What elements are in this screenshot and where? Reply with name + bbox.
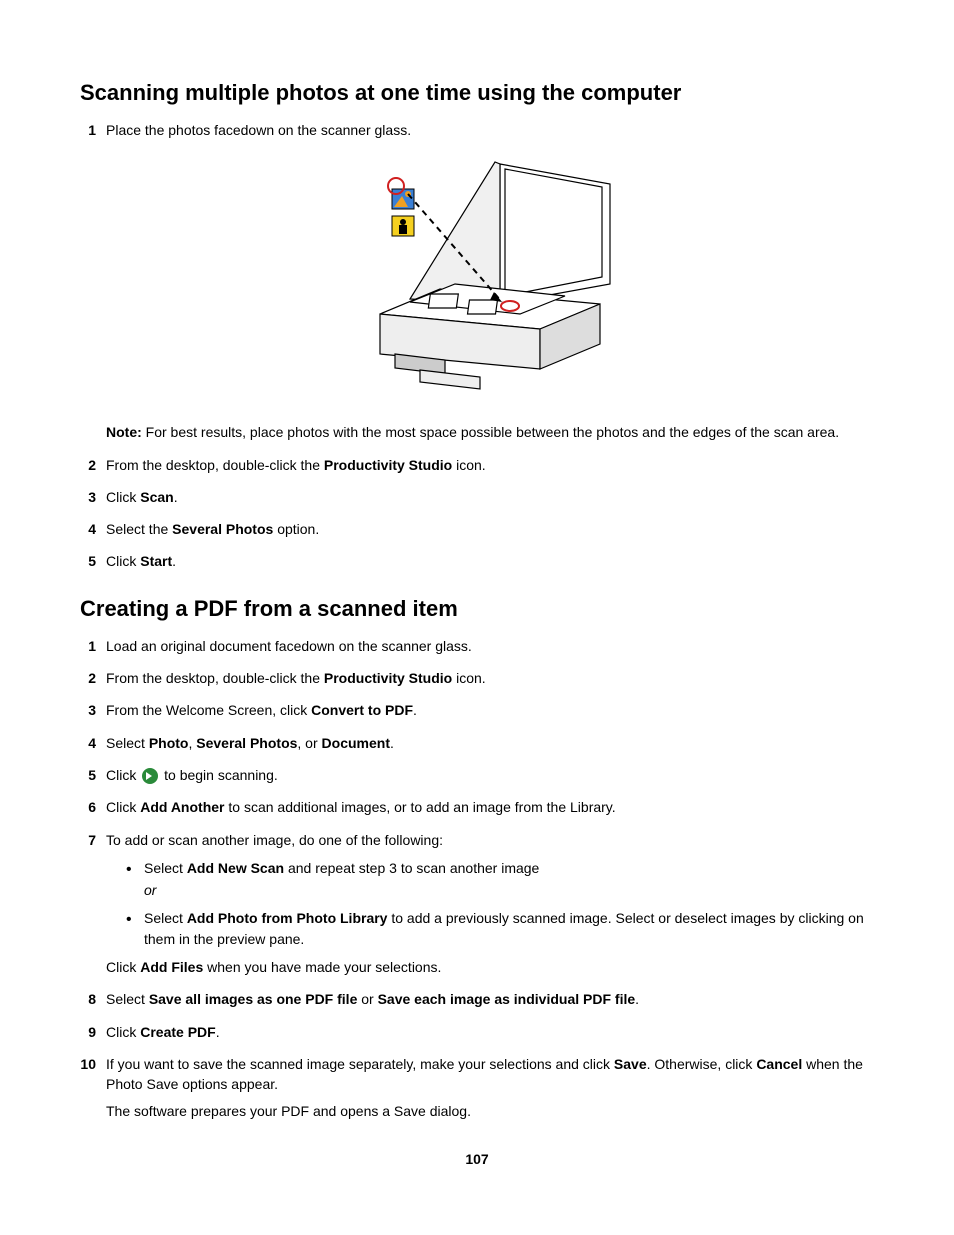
bullet-item: Select Add Photo from Photo Library to a… <box>126 908 874 949</box>
step-item: 4 Select the Several Photos option. <box>80 519 874 539</box>
step-text: Click to begin scanning. <box>106 765 874 785</box>
step-item: 8 Select Save all images as one PDF file… <box>80 989 874 1009</box>
step-body: Select Photo, Several Photos, or Documen… <box>106 733 874 753</box>
step-body: Click Scan. <box>106 487 874 507</box>
step-number: 7 <box>80 830 106 850</box>
step-text: Click Scan. <box>106 487 874 507</box>
step-body: Click Start. <box>106 551 874 571</box>
step-number: 8 <box>80 989 106 1009</box>
step-number: 4 <box>80 733 106 753</box>
step-after: Click Add Files when you have made your … <box>106 957 874 977</box>
step-text: Select Photo, Several Photos, or Documen… <box>106 733 874 753</box>
step-item: 9 Click Create PDF. <box>80 1022 874 1042</box>
step-item: 1 Place the photos facedown on the scann… <box>80 120 874 443</box>
step-item: 3 From the Welcome Screen, click Convert… <box>80 700 874 720</box>
step-item: 10 If you want to save the scanned image… <box>80 1054 874 1121</box>
or-text: or <box>144 880 874 900</box>
step-body: Click Add Another to scan additional ima… <box>106 797 874 817</box>
step-number: 5 <box>80 765 106 785</box>
step-number: 5 <box>80 551 106 571</box>
step-text: From the desktop, double-click the Produ… <box>106 668 874 688</box>
step-body: Select the Several Photos option. <box>106 519 874 539</box>
step-item: 3 Click Scan. <box>80 487 874 507</box>
step-number: 1 <box>80 636 106 656</box>
photo-thumb-2 <box>392 216 414 236</box>
step-number: 9 <box>80 1022 106 1042</box>
step-text: Select the Several Photos option. <box>106 519 874 539</box>
section1-heading: Scanning multiple photos at one time usi… <box>80 80 874 106</box>
scanner-illustration <box>106 154 874 404</box>
step-number: 2 <box>80 668 106 688</box>
section2-steps: 1 Load an original document facedown on … <box>80 636 874 1121</box>
step-body: To add or scan another image, do one of … <box>106 830 874 978</box>
step-body: Place the photos facedown on the scanner… <box>106 120 874 443</box>
step-item: 2 From the desktop, double-click the Pro… <box>80 668 874 688</box>
step-number: 3 <box>80 700 106 720</box>
step-text: From the desktop, double-click the Produ… <box>106 455 874 475</box>
step-item: 6 Click Add Another to scan additional i… <box>80 797 874 817</box>
step-text: From the Welcome Screen, click Convert t… <box>106 700 874 720</box>
note-label: Note: <box>106 424 142 440</box>
step-body: Select Save all images as one PDF file o… <box>106 989 874 1009</box>
note-text: For best results, place photos with the … <box>142 424 839 440</box>
step-text: Select Save all images as one PDF file o… <box>106 989 874 1009</box>
scan-play-icon <box>142 768 158 784</box>
step-item: 4 Select Photo, Several Photos, or Docum… <box>80 733 874 753</box>
step-number: 4 <box>80 519 106 539</box>
step-item: 1 Load an original document facedown on … <box>80 636 874 656</box>
step-text: Click Start. <box>106 551 874 571</box>
step-item: 5 Click Start. <box>80 551 874 571</box>
step-body: From the desktop, double-click the Produ… <box>106 455 874 475</box>
scanner-svg <box>350 154 630 404</box>
page-number: 107 <box>80 1151 874 1167</box>
step-text: Load an original document facedown on th… <box>106 636 874 656</box>
step-body: Click to begin scanning. <box>106 765 874 785</box>
step-body: From the Welcome Screen, click Convert t… <box>106 700 874 720</box>
sub-bullets: Select Add New Scan and repeat step 3 to… <box>126 858 874 949</box>
bullet-item: Select Add New Scan and repeat step 3 to… <box>126 858 874 901</box>
section2-heading: Creating a PDF from a scanned item <box>80 596 874 622</box>
step-number: 2 <box>80 455 106 475</box>
note: Note: For best results, place photos wit… <box>106 422 874 442</box>
step-body: If you want to save the scanned image se… <box>106 1054 874 1121</box>
step-body: Click Create PDF. <box>106 1022 874 1042</box>
step-after: The software prepares your PDF and opens… <box>106 1101 874 1121</box>
step-text: If you want to save the scanned image se… <box>106 1054 874 1095</box>
step-item: 5 Click to begin scanning. <box>80 765 874 785</box>
step-text: Click Create PDF. <box>106 1022 874 1042</box>
section1-steps: 1 Place the photos facedown on the scann… <box>80 120 874 572</box>
photo-thumb-1 <box>392 189 414 209</box>
step-body: From the desktop, double-click the Produ… <box>106 668 874 688</box>
step-item: 2 From the desktop, double-click the Pro… <box>80 455 874 475</box>
step-body: Load an original document facedown on th… <box>106 636 874 656</box>
step-text: Click Add Another to scan additional ima… <box>106 797 874 817</box>
step-number: 1 <box>80 120 106 140</box>
step-text: To add or scan another image, do one of … <box>106 830 874 850</box>
step-number: 10 <box>80 1054 106 1074</box>
step-number: 3 <box>80 487 106 507</box>
step-item: 7 To add or scan another image, do one o… <box>80 830 874 978</box>
step-number: 6 <box>80 797 106 817</box>
step-text: Place the photos facedown on the scanner… <box>106 120 874 140</box>
